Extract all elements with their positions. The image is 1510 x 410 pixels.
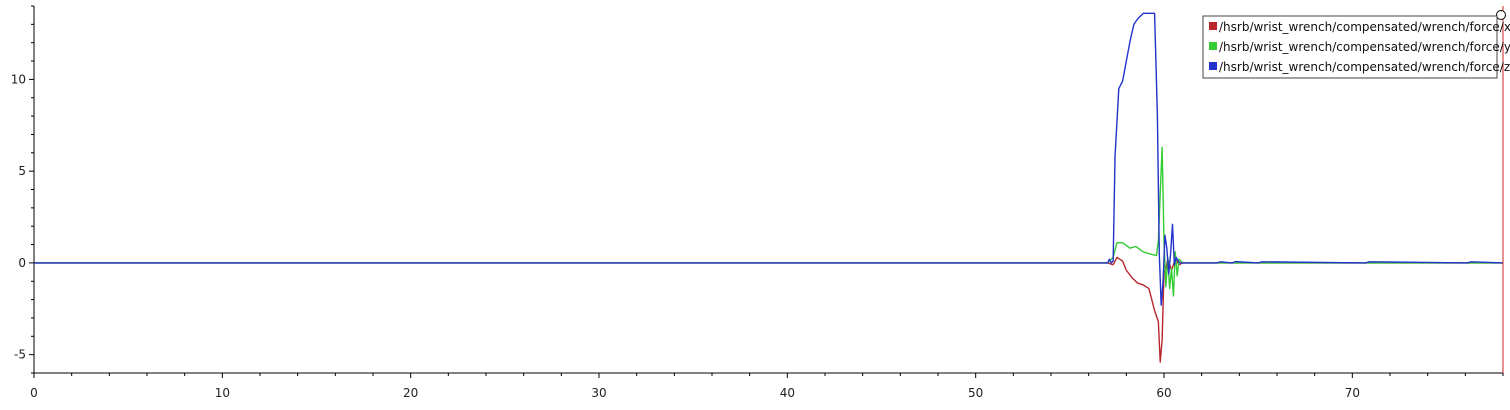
time-cursor[interactable] bbox=[1496, 6, 1506, 373]
legend-label: /hsrb/wrist_wrench/compensated/wrench/fo… bbox=[1219, 20, 1510, 34]
plot-axes: -5 0 5 10 0 10 20 30 40 50 60 70 bbox=[11, 5, 1504, 400]
legend-swatch bbox=[1209, 62, 1217, 70]
y-tick-label: 5 bbox=[18, 164, 26, 178]
legend-label: /hsrb/wrist_wrench/compensated/wrench/fo… bbox=[1219, 40, 1510, 54]
x-tick-label: 40 bbox=[780, 386, 795, 400]
x-tick-label: 0 bbox=[30, 386, 38, 400]
legend: /hsrb/wrist_wrench/compensated/wrench/fo… bbox=[1202, 15, 1510, 79]
series-line-x bbox=[34, 256, 1503, 363]
x-tick-label: 30 bbox=[591, 386, 606, 400]
series-layer bbox=[34, 12, 1504, 363]
cursor-handle[interactable] bbox=[1496, 10, 1506, 20]
y-tick-label: 0 bbox=[18, 256, 26, 270]
x-tick-label: 70 bbox=[1345, 386, 1360, 400]
y-tick-label: 10 bbox=[11, 72, 26, 86]
series-line-z bbox=[34, 12, 1504, 306]
y-tick-label: -5 bbox=[14, 348, 26, 362]
x-tick-label: 60 bbox=[1156, 386, 1171, 400]
x-tick-label: 10 bbox=[215, 386, 230, 400]
series-line-y bbox=[34, 146, 1503, 297]
x-tick-label: 20 bbox=[403, 386, 418, 400]
legend-swatch bbox=[1209, 42, 1217, 50]
legend-box bbox=[1202, 15, 1498, 79]
x-tick-label: 50 bbox=[968, 386, 983, 400]
legend-label: /hsrb/wrist_wrench/compensated/wrench/fo… bbox=[1219, 60, 1510, 74]
legend-swatch bbox=[1209, 22, 1217, 30]
